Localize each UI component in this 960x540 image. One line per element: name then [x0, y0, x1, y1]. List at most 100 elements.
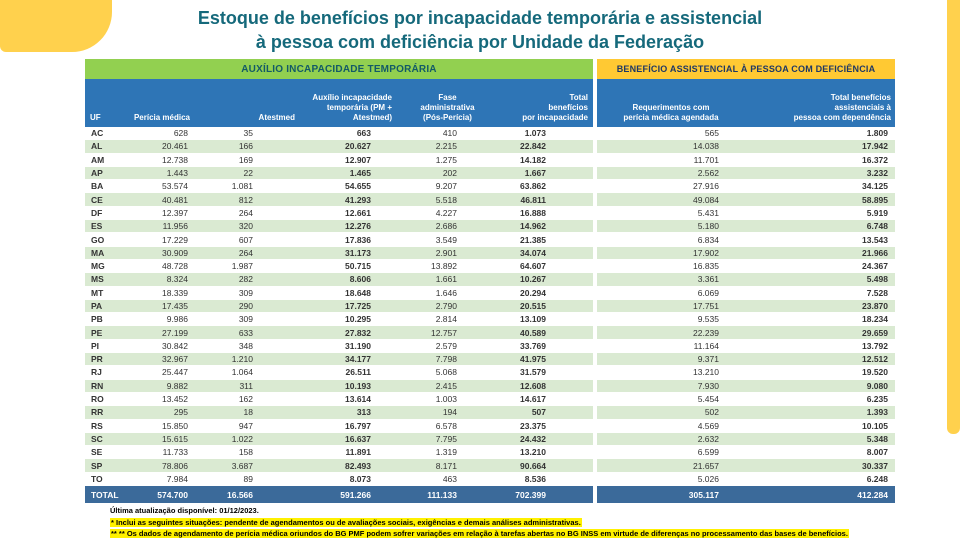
value-cell: 27.916 [597, 180, 745, 194]
value-cell: 16.797 [305, 419, 400, 433]
value-cell: 22.842 [495, 140, 593, 154]
table-row: RS 15.850 947 16.797 6.578 23.375 4.569 10.105 [85, 419, 895, 433]
value-cell: 8.606 [305, 273, 400, 287]
table-row: DF 12.397 264 12.661 4.227 16.888 5.431 5.919 [85, 206, 895, 221]
value-cell: 54.655 [305, 180, 400, 194]
uf-cell: SE [85, 446, 130, 460]
value-cell: 290 [230, 299, 305, 314]
col-header-total-incapacidade: Total benefícios por incapacidade [495, 79, 593, 127]
value-cell: 1.081 [230, 180, 305, 194]
value-cell: 5.180 [597, 220, 745, 234]
value-cell: 19.520 [745, 366, 895, 380]
uf-cell: RS [85, 419, 130, 433]
section-gutter [593, 446, 597, 460]
value-cell: 309 [230, 313, 305, 327]
value-cell: 23.375 [495, 419, 593, 433]
value-cell: 46.811 [495, 193, 593, 207]
total-value-cell: 412.284 [745, 486, 895, 504]
table-row: RN 9.882 311 10.193 2.415 12.608 7.930 9.080 [85, 379, 895, 393]
value-cell: 169 [230, 153, 305, 167]
value-cell: 32.967 [130, 353, 230, 367]
table-row: AM 12.738 169 12.907 1.275 14.182 11.701 16.372 [85, 153, 895, 167]
value-cell: 2.562 [597, 166, 745, 181]
value-cell: 166 [230, 140, 305, 154]
value-cell: 41.293 [305, 193, 400, 207]
value-cell: 16.835 [597, 259, 745, 274]
value-cell: 27.832 [305, 326, 400, 340]
value-cell: 15.615 [130, 432, 230, 447]
value-cell: 663 [305, 127, 400, 141]
uf-cell: CE [85, 193, 130, 207]
value-cell: 17.229 [130, 233, 230, 247]
value-cell: 1.073 [495, 127, 593, 141]
value-cell: 6.578 [400, 419, 495, 433]
value-cell: 295 [130, 406, 230, 420]
value-cell: 11.164 [597, 339, 745, 354]
benefits-table: AUXÍLIO INCAPACIDADE TEMPORÁRIA BENEFÍCI… [85, 59, 895, 504]
value-cell: 10.267 [495, 273, 593, 287]
value-cell: 34.125 [745, 180, 895, 194]
table-row: SE 11.733 158 11.891 1.319 13.210 6.599 8.007 [85, 446, 895, 460]
value-cell: 3.361 [597, 273, 745, 287]
section-gutter [593, 406, 597, 420]
section-gutter [593, 273, 597, 287]
col-header-atestmed: Atestmed [230, 79, 305, 127]
value-cell: 6.248 [745, 472, 895, 487]
value-cell: 264 [230, 206, 305, 221]
value-cell: 2.901 [400, 246, 495, 260]
value-cell: 21.657 [597, 459, 745, 473]
value-cell: 1.393 [745, 406, 895, 420]
value-cell: 5.498 [745, 273, 895, 287]
value-cell: 10.295 [305, 313, 400, 327]
value-cell: 7.930 [597, 379, 745, 393]
total-row-container: TOTAL 574.700 16.566 591.266 111.133 702.399 3… [85, 486, 895, 504]
value-cell: 158 [230, 446, 305, 460]
footnote-double-asterisk: ** ** Os dados de agendamento de perícia… [110, 528, 849, 540]
section-gutter [593, 79, 597, 127]
uf-cell: SP [85, 459, 130, 473]
value-cell: 311 [230, 379, 305, 393]
value-cell: 17.942 [745, 140, 895, 154]
value-cell: 12.512 [745, 353, 895, 367]
section-gutter [593, 353, 597, 367]
value-cell: 1.646 [400, 286, 495, 300]
uf-cell: PI [85, 339, 130, 354]
value-cell: 90.664 [495, 459, 593, 473]
value-cell: 24.367 [745, 259, 895, 274]
total-value-cell: 702.399 [495, 486, 593, 504]
section-header-row: AUXÍLIO INCAPACIDADE TEMPORÁRIA BENEFÍCI… [85, 59, 895, 79]
value-cell: 12.661 [305, 206, 400, 221]
value-cell: 8.536 [495, 472, 593, 487]
section-gutter [593, 180, 597, 194]
uf-cell: DF [85, 206, 130, 221]
section-gutter [593, 246, 597, 260]
value-cell: 14.182 [495, 153, 593, 167]
value-cell: 507 [495, 406, 593, 420]
col-header-total-assistenciais: Total benefícios assistenciais à pessoa … [745, 79, 895, 127]
footnote-asterisk: * Inclui as seguintes situações: pendent… [110, 517, 849, 529]
value-cell: 17.751 [597, 299, 745, 314]
section-gutter [593, 140, 597, 154]
value-cell: 633 [230, 326, 305, 340]
section-gutter [593, 419, 597, 433]
value-cell: 2.632 [597, 432, 745, 447]
value-cell: 14.962 [495, 220, 593, 234]
table-row: GO 17.229 607 17.836 3.549 21.385 6.834 13.543 [85, 233, 895, 247]
value-cell: 40.481 [130, 193, 230, 207]
value-cell: 22.239 [597, 326, 745, 340]
value-cell: 9.207 [400, 180, 495, 194]
value-cell: 4.227 [400, 206, 495, 221]
section-gutter [593, 339, 597, 354]
value-cell: 5.518 [400, 193, 495, 207]
table-body: AC 628 35 663 410 1.073 565 1.809 AL 20.461 166 20.… [85, 127, 895, 487]
value-cell: 3.687 [230, 459, 305, 473]
value-cell: 50.715 [305, 259, 400, 274]
value-cell: 11.891 [305, 446, 400, 460]
value-cell: 18 [230, 406, 305, 420]
value-cell: 8.324 [130, 273, 230, 287]
value-cell: 31.579 [495, 366, 593, 380]
section-gutter [593, 326, 597, 340]
uf-cell: AC [85, 127, 130, 141]
value-cell: 6.235 [745, 392, 895, 407]
value-cell: 64.607 [495, 259, 593, 274]
